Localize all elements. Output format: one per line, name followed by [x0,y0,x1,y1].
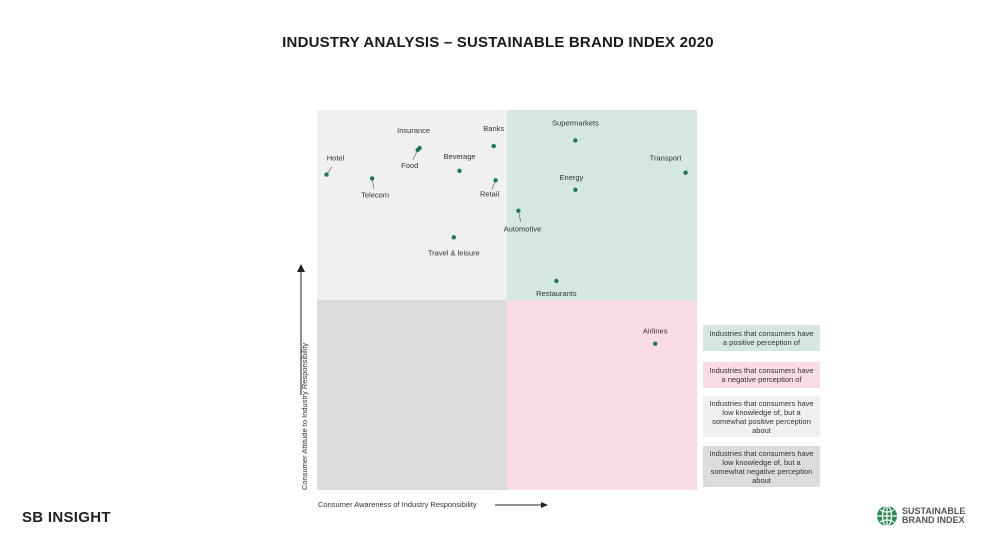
quadrant-negative-perception [507,300,697,490]
point-transport [683,170,688,175]
logo-text-line2: BRAND INDEX [902,515,965,525]
sb-insight-logo: SB INSIGHT [22,509,111,526]
point-banks [491,143,496,149]
x-axis-arrowhead [541,502,548,508]
label-food: Food [401,161,418,170]
label-airlines: Airlines [643,327,668,336]
point-food [415,147,420,153]
logo-text-line1: SUSTAINABLE [902,506,966,516]
x-axis-label: Consumer Awareness of Industry Responsib… [318,500,477,509]
globe-icon [877,505,897,527]
legend-negative-perception: Industries that consumers have a negativ… [703,362,820,388]
point-hotel [324,172,329,177]
label-banks: Banks [483,124,504,133]
quadrant-low-knowledge-negative [317,300,507,490]
point-airlines [653,341,658,346]
point-telecom [369,176,375,181]
label-supermarkets: Supermarkets [552,118,599,127]
chart-title: INDUSTRY ANALYSIS – SUSTAINABLE BRAND IN… [282,34,714,51]
point-automotive [516,208,521,213]
label-travel-leisure: Travel & leisure [428,248,480,257]
point-beverage [457,168,462,173]
y-axis-arrowhead [297,264,305,272]
y-axis-label: Consumer Attitude to Industry Responsibi… [300,342,309,490]
point-restaurants [554,278,559,284]
label-transport: Transport [650,154,683,163]
sustainable-brand-index-logo: SUSTAINABLE BRAND INDEX [876,505,965,527]
label-insurance: Insurance [397,126,430,135]
label-automotive: Automotive [504,225,542,234]
label-retail: Retail [480,189,500,198]
point-supermarkets [573,138,578,143]
quadrant-positive-perception [507,110,697,300]
label-telecom: Telecom [361,190,389,199]
label-hotel: Hotel [327,154,345,163]
label-energy: Energy [560,173,584,182]
label-restaurants: Restaurants [536,289,577,298]
label-beverage: Beverage [443,152,475,161]
legend-positive-perception: Industries that consumers have a positiv… [703,325,820,351]
point-energy [573,187,578,192]
legend-low-knowledge-negative: Industries that consumers have low knowl… [703,446,820,487]
legend-low-knowledge-positive: Industries that consumers have low knowl… [703,396,820,437]
point-travel-leisure [451,235,456,240]
quadrant-low-knowledge-positive [317,110,507,300]
point-retail [493,178,498,183]
